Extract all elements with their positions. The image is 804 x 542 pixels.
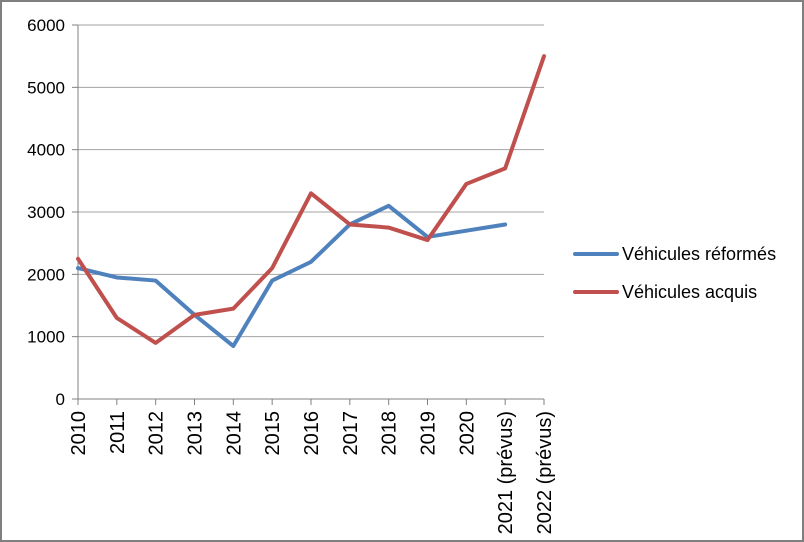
- y-axis-tick-label: 0: [56, 390, 65, 409]
- y-axis-tick-label: 6000: [27, 16, 65, 35]
- x-axis-tick-label: 2014: [223, 411, 245, 456]
- x-axis-tick-label: 2013: [185, 411, 207, 456]
- legend-label-vehicules-reformes: Véhicules réformés: [622, 243, 777, 264]
- x-axis-tick-label: 2017: [340, 411, 362, 456]
- x-axis-tick-label: 2016: [301, 411, 323, 456]
- x-axis-tick-label: 2018: [379, 411, 401, 456]
- x-axis-tick-label: 2022 (prévus): [534, 411, 556, 534]
- y-axis-tick-label: 2000: [27, 265, 65, 284]
- legend-line-swatch-red: [573, 290, 619, 294]
- x-axis-tick-label: 2010: [68, 411, 90, 456]
- legend-item-vehicules-reformes: Véhicules réformés: [573, 244, 776, 264]
- x-axis-tick-label: 2012: [146, 411, 168, 456]
- legend: Véhicules réformés Véhicules acquis: [573, 244, 776, 302]
- x-axis-tick-label: 2019: [418, 411, 440, 456]
- x-axis-tick-label: 2020: [456, 411, 478, 456]
- x-axis-tick-label: 2011: [107, 411, 129, 454]
- y-axis-tick-label: 4000: [27, 141, 65, 160]
- y-axis-tick-label: 3000: [27, 203, 65, 222]
- y-axis-tick-label: 5000: [27, 78, 65, 97]
- x-axis-tick-label: 2021 (prévus): [495, 411, 517, 534]
- series-line-vehicules-reformes: [76, 203, 508, 349]
- legend-item-vehicules-acquis: Véhicules acquis: [573, 282, 776, 302]
- legend-label-vehicules-acquis: Véhicules acquis: [622, 281, 758, 302]
- y-axis-tick-label: 1000: [27, 328, 65, 347]
- series-line-vehicules-acquis: [76, 54, 546, 345]
- legend-line-swatch-blue: [573, 252, 619, 256]
- x-axis-tick-label: 2015: [262, 411, 284, 456]
